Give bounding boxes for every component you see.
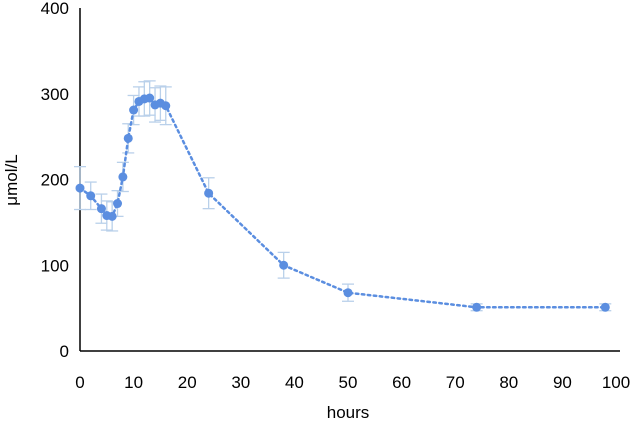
error-bars [74, 80, 612, 312]
data-point [96, 204, 106, 214]
axes [79, 8, 620, 352]
data-point [75, 183, 85, 193]
y-tick-label: 400 [41, 0, 69, 18]
y-axis-title: μmol/L [2, 154, 21, 205]
y-tick-label: 200 [41, 171, 69, 190]
data-point [472, 302, 482, 312]
x-tick-label: 10 [124, 373, 143, 392]
data-point [123, 133, 133, 143]
data-point [86, 191, 96, 201]
x-tick-label: 70 [446, 373, 465, 392]
x-tick-labels: 0 10 20 30 40 50 60 70 80 90 100 [75, 373, 630, 392]
x-tick-label: 80 [499, 373, 518, 392]
x-tick-label: 100 [602, 373, 630, 392]
data-points [75, 93, 610, 312]
data-point [113, 199, 123, 209]
data-point [145, 93, 155, 103]
y-tick-label: 100 [41, 256, 69, 275]
data-point [204, 188, 214, 198]
x-tick-label: 30 [231, 373, 250, 392]
data-point [600, 302, 610, 312]
y-tick-label: 0 [60, 342, 69, 361]
series-line [78, 96, 607, 309]
y-tick-labels: 0 100 200 300 400 [41, 0, 69, 361]
data-point [161, 101, 171, 111]
data-point [129, 105, 139, 115]
data-point [279, 260, 289, 270]
x-tick-label: 60 [392, 373, 411, 392]
x-tick-label: 50 [339, 373, 358, 392]
x-tick-label: 40 [285, 373, 304, 392]
data-point [107, 211, 117, 221]
y-tick-label: 300 [41, 85, 69, 104]
data-point [343, 288, 353, 298]
x-tick-label: 0 [75, 373, 84, 392]
data-point [118, 172, 128, 182]
x-tick-label: 90 [553, 373, 572, 392]
x-tick-label: 20 [178, 373, 197, 392]
x-axis-title: hours [327, 403, 370, 421]
